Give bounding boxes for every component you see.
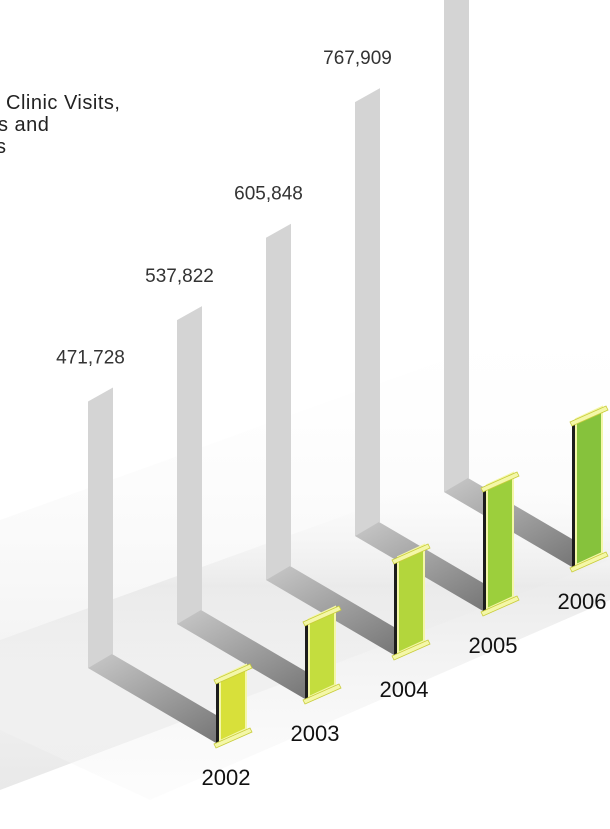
title-line-1: Clinic Visits, xyxy=(6,92,121,114)
title-line-2: s and xyxy=(0,114,50,136)
bar-bottom-cap-2004 xyxy=(391,639,431,661)
category-label-2004: 2004 xyxy=(380,677,429,702)
bar-top-cap-2003 xyxy=(302,605,342,627)
bar-2003 xyxy=(308,605,336,699)
value-label-2003: 537,822 xyxy=(145,266,214,287)
bar-top-cap-2006 xyxy=(569,405,609,427)
bar-2005 xyxy=(486,471,514,611)
category-label-2003: 2003 xyxy=(291,721,340,746)
connector-pipe-2006 xyxy=(444,478,596,567)
category-label-2005: 2005 xyxy=(469,633,518,658)
bar-bottom-cap-2006 xyxy=(569,551,609,573)
connector-pipe-2004 xyxy=(266,566,418,655)
value-column-2005 xyxy=(355,88,380,537)
chart-scene: 927,4142006767,9092005605,8482004537,822… xyxy=(0,0,610,800)
connector-pipe-2003 xyxy=(177,610,329,699)
bar-bottom-cap-2002 xyxy=(213,727,253,749)
connector-pipe-2005 xyxy=(355,522,507,611)
bar-2006 xyxy=(575,405,603,567)
value-column-2002 xyxy=(88,387,113,668)
bar-bottom-cap-2005 xyxy=(480,595,520,617)
bar-2002 xyxy=(219,663,247,743)
bar-2004 xyxy=(397,543,425,655)
value-label-2005: 767,909 xyxy=(323,48,392,69)
value-column-2003 xyxy=(177,306,202,624)
category-label-2002: 2002 xyxy=(202,765,251,790)
bar-top-cap-2002 xyxy=(213,663,253,685)
chart-title: Clinic Visits, s and s xyxy=(0,92,190,167)
title-line-3: s xyxy=(0,136,7,158)
value-column-2006 xyxy=(444,0,469,492)
value-label-2002: 471,728 xyxy=(56,347,125,368)
connector-pipe-2002 xyxy=(88,654,240,743)
value-column-2004 xyxy=(266,223,291,581)
bar-top-cap-2004 xyxy=(391,543,431,565)
category-label-2006: 2006 xyxy=(558,589,607,614)
value-label-2004: 605,848 xyxy=(234,184,303,205)
bar-top-cap-2005 xyxy=(480,471,520,493)
bar-bottom-cap-2003 xyxy=(302,683,342,705)
